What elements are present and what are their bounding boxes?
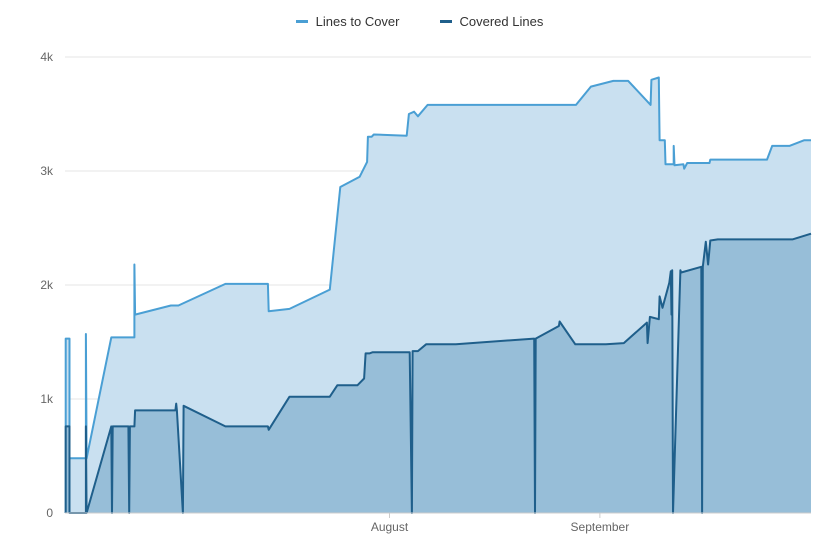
legend: Lines to Cover Covered Lines [0, 14, 839, 29]
legend-label-lines-to-cover: Lines to Cover [315, 14, 400, 29]
y-tick-label: 4k [40, 50, 54, 64]
legend-label-covered-lines: Covered Lines [459, 14, 544, 29]
series-layer [64, 76, 812, 514]
y-tick-label: 3k [40, 164, 54, 178]
y-tick-label: 0 [46, 506, 53, 520]
y-tick-label: 2k [40, 278, 54, 292]
series-area-covered-lines [65, 233, 811, 513]
legend-swatch-lines-to-cover [295, 20, 308, 23]
x-tick-label: August [371, 520, 409, 534]
x-tick-label: September [571, 520, 630, 534]
series-line-lines-to-cover[interactable] [64, 76, 811, 514]
legend-item-covered-lines[interactable]: Covered Lines [439, 14, 544, 29]
legend-item-lines-to-cover[interactable]: Lines to Cover [295, 14, 400, 29]
axis-layer: 0 1k 2k 3k 4k August September [40, 50, 811, 534]
legend-swatch-covered-lines [439, 20, 452, 23]
y-tick-label: 1k [40, 392, 54, 406]
